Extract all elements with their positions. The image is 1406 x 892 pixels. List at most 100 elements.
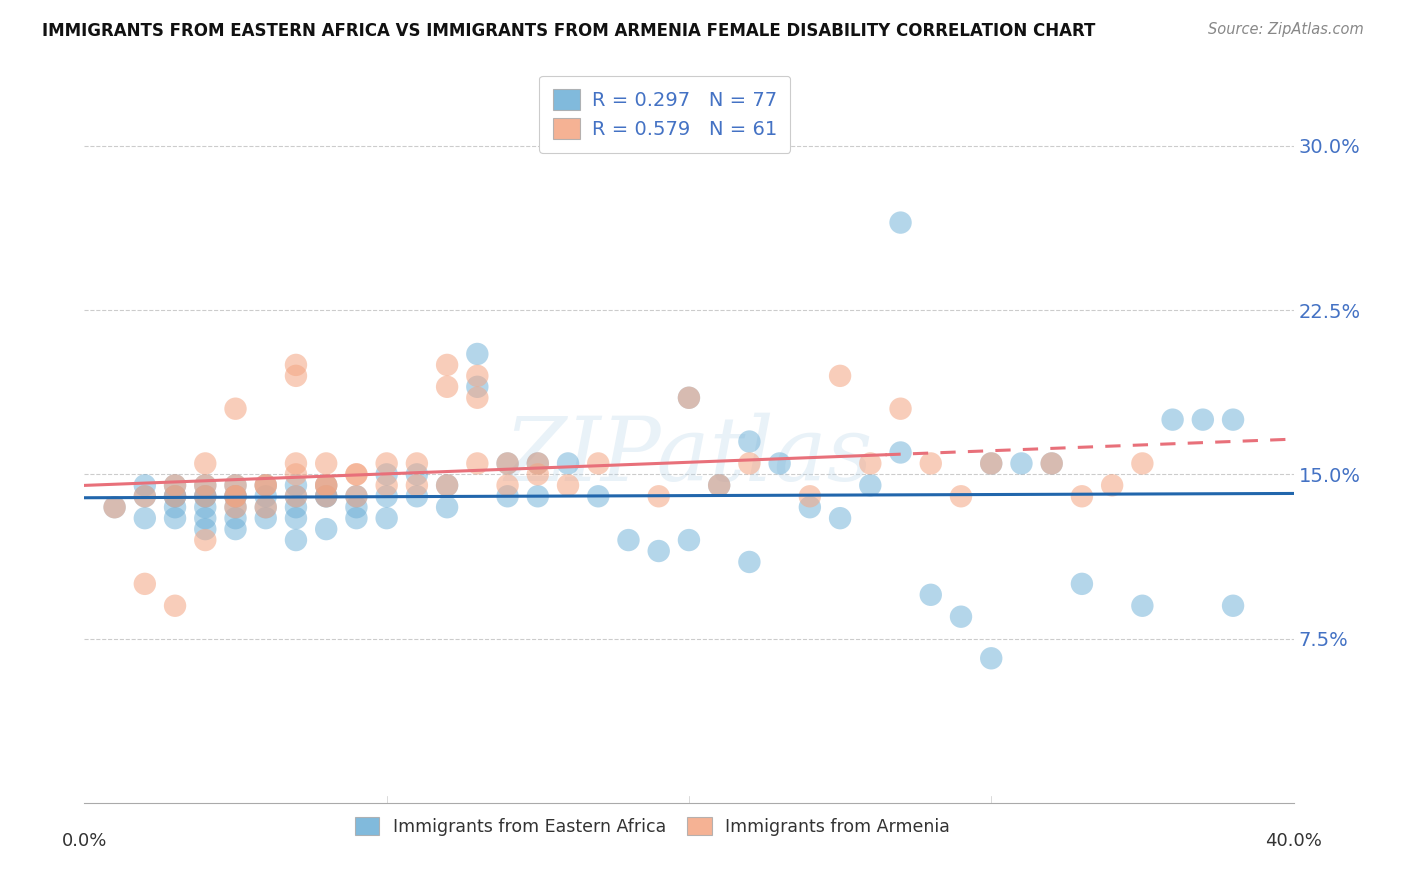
- Point: [285, 358, 308, 372]
- Point: [194, 511, 217, 525]
- Point: [315, 478, 337, 492]
- Point: [678, 533, 700, 547]
- Point: [406, 478, 429, 492]
- Point: [225, 500, 247, 515]
- Point: [254, 478, 277, 492]
- Point: [254, 500, 277, 515]
- Point: [769, 457, 792, 471]
- Point: [890, 216, 912, 230]
- Point: [134, 489, 156, 503]
- Point: [557, 457, 579, 471]
- Point: [436, 500, 458, 515]
- Point: [165, 599, 187, 613]
- Point: [165, 489, 187, 503]
- Point: [617, 533, 640, 547]
- Point: [588, 457, 610, 471]
- Point: [315, 489, 337, 503]
- Point: [859, 478, 882, 492]
- Point: [346, 467, 368, 482]
- Point: [194, 478, 217, 492]
- Point: [194, 489, 217, 503]
- Point: [980, 457, 1002, 471]
- Point: [436, 478, 458, 492]
- Point: [165, 489, 187, 503]
- Point: [467, 457, 489, 471]
- Point: [165, 511, 187, 525]
- Point: [225, 522, 247, 536]
- Point: [527, 457, 550, 471]
- Point: [194, 457, 217, 471]
- Point: [406, 457, 429, 471]
- Point: [1130, 599, 1153, 613]
- Point: [254, 511, 277, 525]
- Point: [496, 457, 519, 471]
- Point: [830, 368, 852, 383]
- Point: [648, 544, 671, 558]
- Point: [588, 489, 610, 503]
- Point: [557, 478, 579, 492]
- Point: [346, 489, 368, 503]
- Point: [799, 489, 821, 503]
- Point: [315, 489, 337, 503]
- Point: [950, 489, 973, 503]
- Point: [225, 489, 247, 503]
- Point: [254, 489, 277, 503]
- Point: [285, 457, 308, 471]
- Point: [285, 489, 308, 503]
- Point: [467, 368, 489, 383]
- Point: [890, 445, 912, 459]
- Point: [890, 401, 912, 416]
- Point: [346, 489, 368, 503]
- Point: [799, 500, 821, 515]
- Point: [346, 500, 368, 515]
- Point: [194, 489, 217, 503]
- Point: [285, 489, 308, 503]
- Point: [315, 522, 337, 536]
- Point: [738, 434, 761, 449]
- Text: Source: ZipAtlas.com: Source: ZipAtlas.com: [1208, 22, 1364, 37]
- Text: 40.0%: 40.0%: [1265, 831, 1322, 850]
- Point: [527, 467, 550, 482]
- Point: [436, 358, 458, 372]
- Point: [225, 511, 247, 525]
- Point: [134, 478, 156, 492]
- Point: [285, 511, 308, 525]
- Point: [134, 511, 156, 525]
- Point: [254, 478, 277, 492]
- Text: 0.0%: 0.0%: [62, 831, 107, 850]
- Legend: Immigrants from Eastern Africa, Immigrants from Armenia: Immigrants from Eastern Africa, Immigran…: [346, 808, 959, 845]
- Point: [1011, 457, 1033, 471]
- Point: [527, 457, 550, 471]
- Point: [830, 511, 852, 525]
- Point: [859, 457, 882, 471]
- Point: [980, 457, 1002, 471]
- Point: [1161, 412, 1184, 426]
- Point: [285, 467, 308, 482]
- Point: [709, 478, 731, 492]
- Point: [920, 588, 942, 602]
- Point: [194, 489, 217, 503]
- Point: [496, 457, 519, 471]
- Point: [1222, 599, 1244, 613]
- Point: [194, 478, 217, 492]
- Point: [194, 533, 217, 547]
- Point: [375, 467, 398, 482]
- Point: [225, 478, 247, 492]
- Point: [1071, 489, 1094, 503]
- Point: [165, 478, 187, 492]
- Point: [225, 489, 247, 503]
- Point: [950, 609, 973, 624]
- Point: [225, 500, 247, 515]
- Point: [225, 401, 247, 416]
- Point: [315, 478, 337, 492]
- Point: [285, 533, 308, 547]
- Point: [920, 457, 942, 471]
- Point: [194, 522, 217, 536]
- Text: IMMIGRANTS FROM EASTERN AFRICA VS IMMIGRANTS FROM ARMENIA FEMALE DISABILITY CORR: IMMIGRANTS FROM EASTERN AFRICA VS IMMIGR…: [42, 22, 1095, 40]
- Point: [315, 457, 337, 471]
- Point: [315, 478, 337, 492]
- Point: [254, 500, 277, 515]
- Point: [165, 478, 187, 492]
- Point: [375, 511, 398, 525]
- Point: [346, 467, 368, 482]
